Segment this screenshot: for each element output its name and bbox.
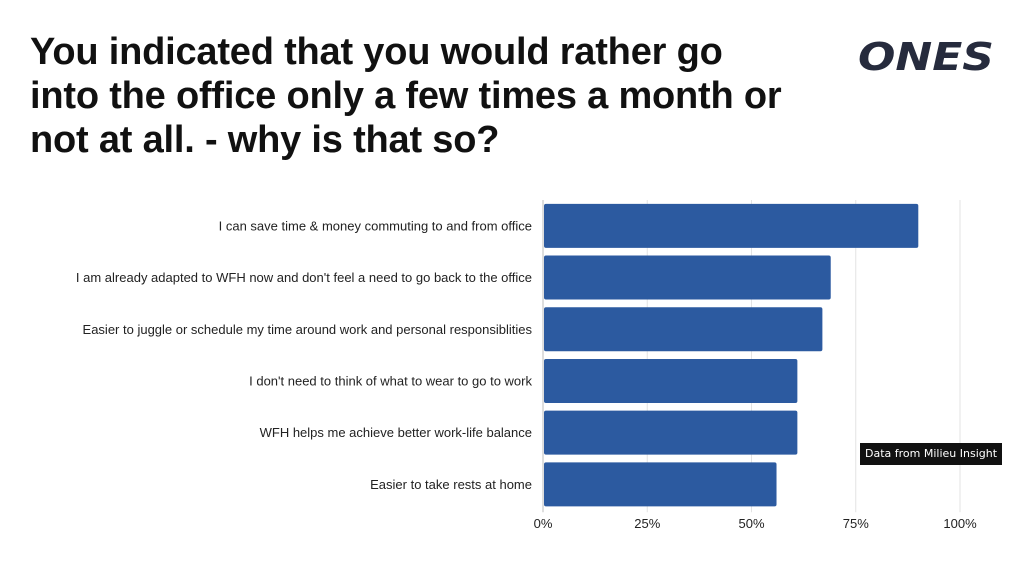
chart-title: You indicated that you would rather go i…: [30, 31, 782, 161]
category-labels: I can save time & money commuting to and…: [76, 218, 533, 492]
x-tick-label: 25%: [634, 516, 660, 531]
x-tick-label: 100%: [943, 516, 977, 531]
bars: [544, 203, 919, 507]
x-tick-label: 50%: [738, 516, 764, 531]
bar: [544, 255, 831, 300]
logo-text: ONES: [858, 36, 994, 76]
bar: [544, 307, 823, 352]
gridlines: [542, 200, 961, 513]
category-label: WFH helps me achieve better work-life ba…: [260, 425, 532, 440]
bar: [544, 410, 798, 455]
source-note: Data from Milieu Insight: [860, 443, 1003, 465]
x-tick-label: 0%: [534, 516, 553, 531]
category-label: I am already adapted to WFH now and don'…: [76, 270, 532, 285]
ones-logo: ONES: [858, 36, 994, 76]
category-label: Easier to juggle or schedule my time aro…: [83, 322, 533, 337]
category-label: Easier to take rests at home: [370, 477, 532, 492]
x-tick-label: 75%: [843, 516, 869, 531]
x-axis-tick-labels: 0% 25% 50% 75% 100%: [534, 516, 977, 531]
bar: [544, 462, 777, 507]
category-label: I don't need to think of what to wear to…: [249, 373, 532, 388]
category-label: I can save time & money commuting to and…: [219, 218, 532, 233]
bar: [544, 203, 919, 248]
bar: [544, 358, 798, 403]
